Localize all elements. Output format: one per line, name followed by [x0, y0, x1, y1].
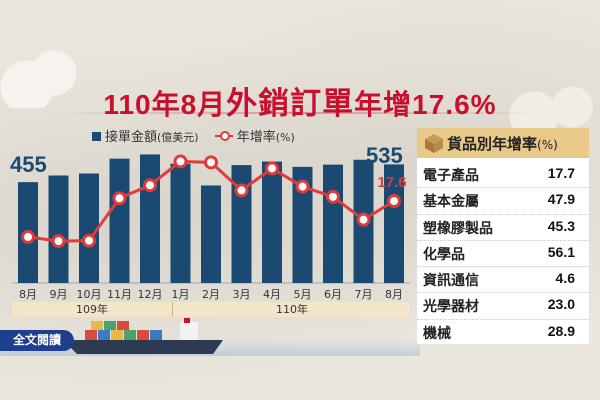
row-value: 47.9 [547, 191, 575, 208]
x-tick-label: 12月 [138, 288, 163, 301]
row-name: 基本金屬 [423, 194, 479, 211]
x-tick-label: 9月 [50, 288, 68, 301]
panel-rows: 電子產品 17.7 基本金屬 47.9 塑橡膠製品 45.3 化學品 56.1 … [417, 162, 589, 345]
growth-rate-point [112, 191, 127, 206]
x-tick-label: 5月 [294, 288, 312, 301]
bar [262, 161, 282, 283]
growth-rate-point [387, 194, 401, 209]
bar [292, 166, 313, 283]
row-name: 光學器材 [423, 299, 479, 316]
x-tick-label: 11月 [107, 288, 132, 301]
read-more-button[interactable]: 全文閱讀 [0, 330, 74, 351]
growth-rate-point [356, 212, 371, 227]
chart-legend: 接單金額(億美元) 年增率(%) [92, 126, 307, 145]
growth-rate-point [21, 229, 35, 244]
row-value: 28.9 [547, 322, 575, 339]
first-bar-value-label: 455 [10, 152, 47, 177]
growth-by-product-panel: 貨品別年增率(%) 電子產品 17.7 基本金屬 47.9 塑橡膠製品 45.3… [417, 128, 589, 344]
x-tick-label: 3月 [233, 288, 251, 301]
headline-divider [48, 112, 548, 114]
x-tick-label: 4月 [263, 288, 281, 301]
year-group-bar: 109年 110年 [12, 302, 410, 317]
panel-header: 貨品別年增率(%) [417, 128, 589, 158]
growth-rate-point [265, 161, 279, 176]
headline-part-3: 年增17.6% [354, 89, 497, 120]
growth-rate-point [295, 179, 310, 194]
x-tick-label: 10月 [77, 288, 102, 301]
panel-title-text: 貨品別年增率 [447, 135, 538, 153]
growth-rate-point [143, 178, 157, 193]
x-tick-label: 7月 [355, 288, 373, 301]
row-name: 化學品 [423, 246, 465, 263]
panel-row: 基本金屬 47.9 [417, 188, 589, 215]
bar [170, 163, 191, 283]
legend-bar-label: 接單金額 [105, 130, 158, 145]
bar [323, 164, 343, 283]
growth-rate-point [51, 234, 66, 249]
cargo-ship-icon [63, 318, 223, 354]
x-tick-label: 8月 [385, 288, 403, 301]
panel-row: 光學器材 23.0 [417, 293, 589, 320]
row-value: 45.3 [547, 217, 575, 234]
panel-title-unit: (%) [537, 138, 558, 152]
cloud-decoration [0, 38, 90, 108]
bar [79, 173, 99, 283]
panel-row: 資訊通信 4.6 [417, 267, 589, 294]
growth-rate-point [82, 233, 96, 248]
panel-row: 機械 28.9 [417, 320, 589, 345]
bar-swatch-icon [92, 132, 101, 141]
panel-row: 化學品 56.1 [417, 241, 589, 268]
growth-rate-point [204, 155, 218, 170]
year-group-110: 110年 [172, 302, 411, 317]
row-value: 4.6 [555, 270, 575, 287]
row-name: 資訊通信 [423, 273, 479, 290]
legend-item-bar: 接單金額(億美元) [92, 126, 199, 145]
panel-row: 塑橡膠製品 45.3 [417, 215, 589, 241]
row-value: 56.1 [547, 243, 575, 260]
headline: 110年8月外銷訂單年增17.6% [0, 78, 600, 123]
legend-line-label: 年增率 [236, 130, 276, 145]
row-name: 機械 [423, 325, 451, 342]
x-tick-label: 2月 [202, 288, 220, 301]
headline-part-2: 外銷訂單 [226, 86, 355, 121]
bar [140, 154, 160, 283]
headline-part-1: 110年8月 [103, 89, 227, 120]
box-icon [425, 134, 443, 153]
row-value: 17.7 [547, 165, 575, 181]
panel-title: 貨品別年增率(%) [447, 133, 558, 154]
legend-item-line: 年增率(%) [214, 126, 295, 145]
year-group-109: 109年 [76, 303, 108, 316]
x-tick-label: 1月 [172, 288, 190, 301]
row-value: 23.0 [547, 296, 575, 313]
growth-rate-point [326, 189, 340, 204]
row-name: 塑橡膠製品 [423, 220, 493, 237]
panel-row: 電子產品 17.7 [417, 162, 589, 189]
growth-rate-point [234, 183, 249, 198]
bar [48, 175, 69, 283]
x-tick-label: 8月 [19, 288, 37, 301]
x-tick-label: 6月 [324, 288, 342, 301]
legend-line-unit: (%) [275, 131, 295, 144]
bar [384, 164, 404, 283]
growth-rate-point [173, 154, 188, 169]
legend-bar-unit: (億美元) [157, 131, 199, 144]
last-growth-label: 17.6 [377, 174, 406, 191]
bar [109, 158, 130, 283]
row-name: 電子產品 [423, 168, 479, 184]
line-swatch-icon [214, 131, 233, 141]
bar [201, 185, 221, 283]
